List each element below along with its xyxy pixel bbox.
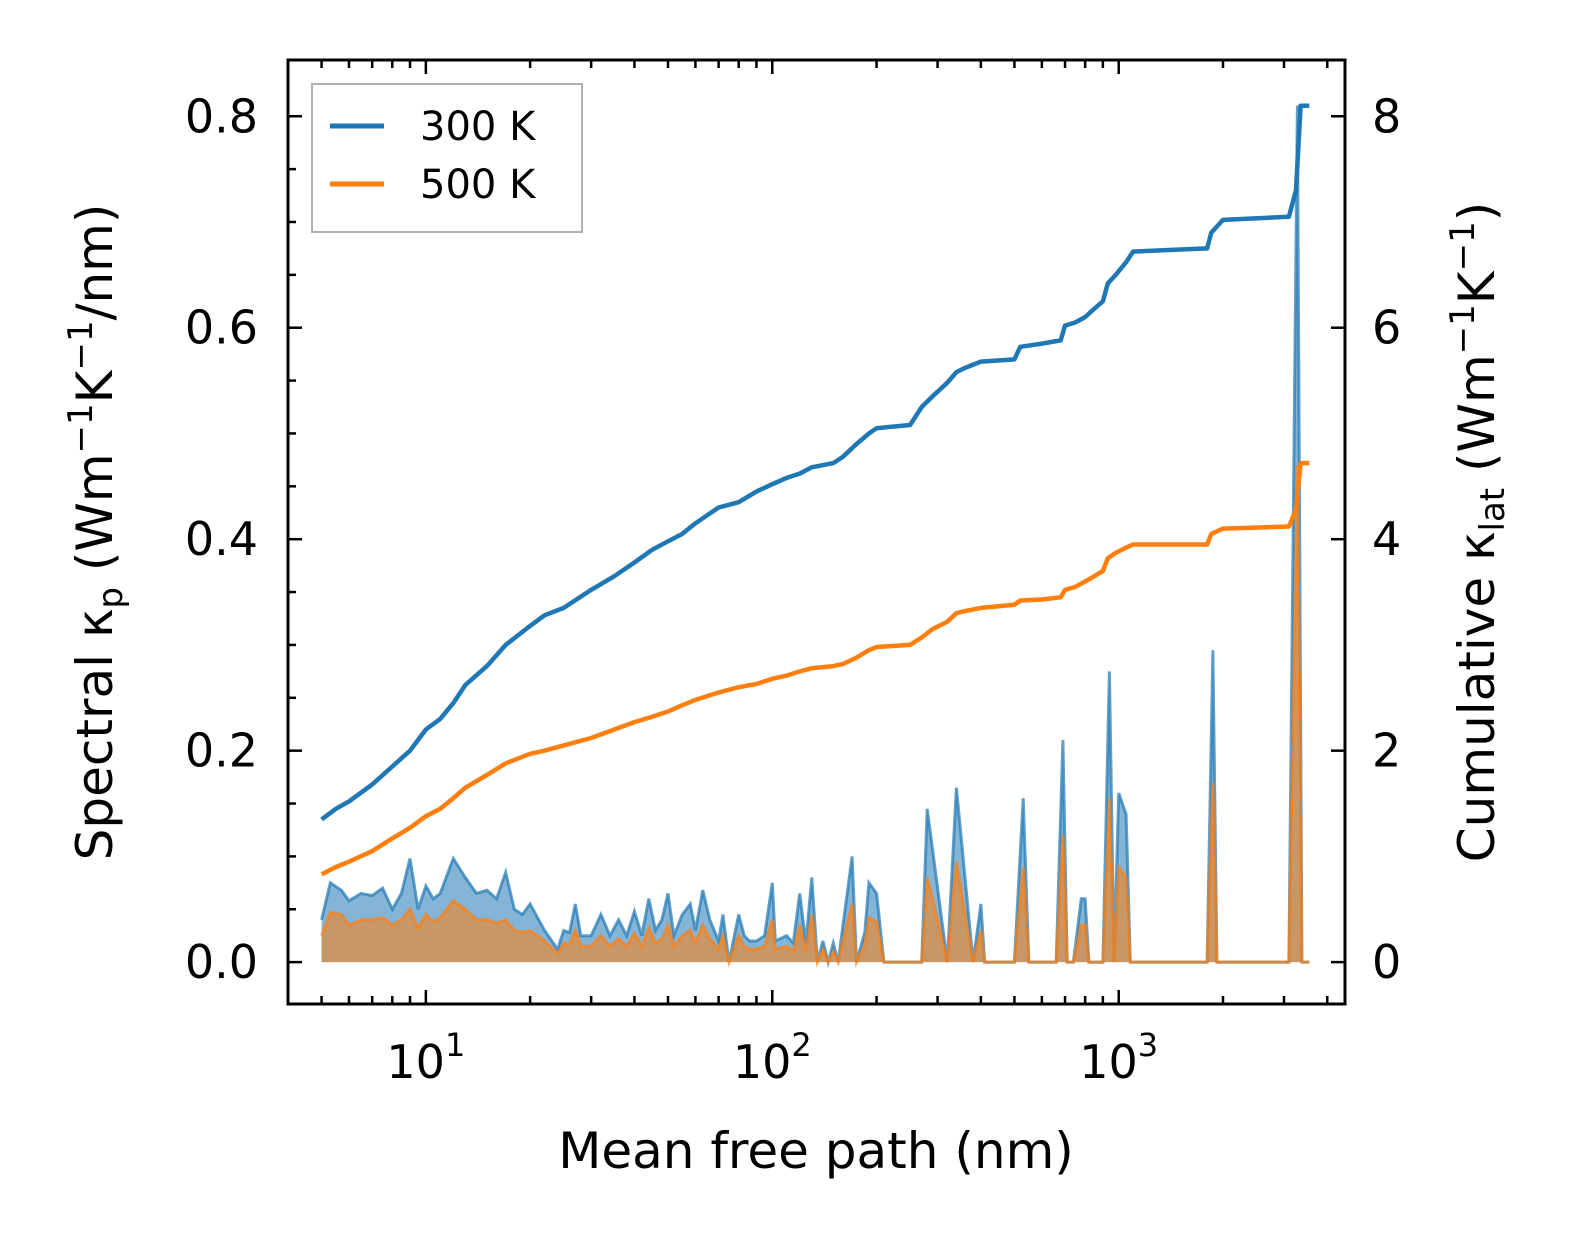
cumulative-line-500k bbox=[320, 460, 1310, 877]
y-right-tick-label: 6 bbox=[1372, 301, 1401, 355]
y-axis-label-right: Cumulative κlat (Wm−1K−1) bbox=[1443, 202, 1513, 862]
spectral-line-300k bbox=[320, 105, 1310, 969]
y-left-tick-label: 0.4 bbox=[185, 512, 258, 566]
legend-label-500k: 500 K bbox=[420, 162, 537, 208]
x-tick-label: 101 bbox=[386, 1026, 465, 1089]
x-axis-label: Mean free path (nm) bbox=[558, 1122, 1074, 1180]
y-right-tick-label: 0 bbox=[1372, 935, 1401, 989]
x-tick-label: 103 bbox=[1079, 1026, 1158, 1089]
legend-label-300k: 300 K bbox=[420, 104, 537, 150]
spectral-area-300k bbox=[321, 105, 1310, 963]
y-left-tick-label: 0.2 bbox=[185, 724, 258, 778]
y-left-tick-label: 0.6 bbox=[185, 301, 258, 355]
y-axis-label-left: Spectral κp (Wm−1K−1/nm) bbox=[61, 204, 131, 861]
y-left-tick-label: 0.8 bbox=[185, 89, 258, 143]
x-tick-label: 102 bbox=[733, 1026, 812, 1089]
y-right-tick-label: 4 bbox=[1372, 512, 1401, 566]
series-line-layer bbox=[320, 103, 1310, 877]
y-left-tick-label: 0.0 bbox=[185, 935, 258, 989]
cumulative-line-300k bbox=[320, 103, 1310, 822]
axis-ticks bbox=[286, 60, 1345, 1004]
y-right-tick-label: 8 bbox=[1372, 89, 1401, 143]
legend-box bbox=[311, 83, 583, 233]
spectral-fill-layer bbox=[320, 105, 1310, 969]
y-right-tick-label: 2 bbox=[1372, 724, 1401, 778]
axis-tick-labels: 101 102 103 0.0 0.2 0.4 0.6 0.8 0 2 4 6 8 bbox=[185, 89, 1401, 1089]
spectral-line-500k bbox=[320, 465, 1310, 968]
legend: 300 K 500 K bbox=[311, 83, 583, 233]
spectral-area-500k bbox=[321, 465, 1310, 963]
plot-frame bbox=[286, 58, 1347, 1006]
